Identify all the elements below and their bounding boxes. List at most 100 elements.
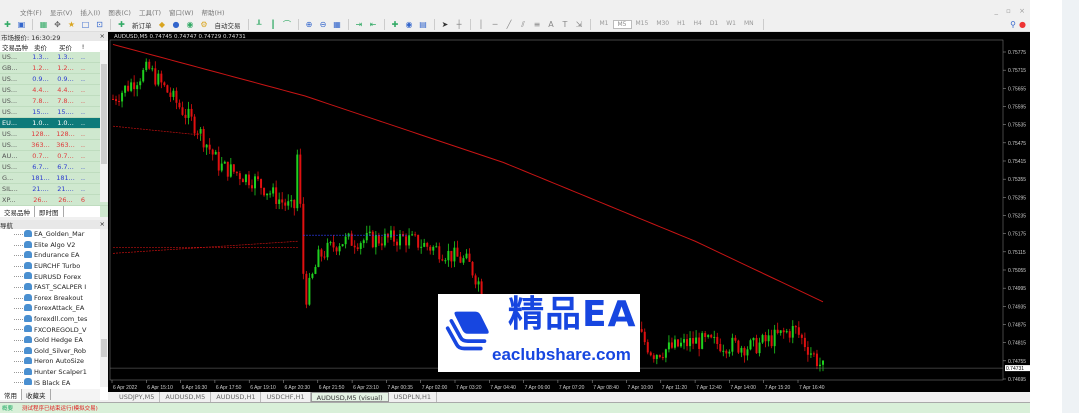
chart-tab[interactable]: USDPLN,H1 (389, 392, 438, 402)
market-watch-row[interactable]: US... 1.3... 1.3..... (0, 52, 108, 63)
menu-item[interactable]: 图表(C) (108, 9, 131, 17)
market-watch-row[interactable]: G... 181... 181..... (0, 173, 108, 184)
menu-item[interactable]: 显示(V) (49, 9, 73, 17)
timeframe-d1[interactable]: D1 (709, 20, 719, 27)
navigator-scrollbar[interactable] (100, 229, 108, 387)
tab-common[interactable]: 常用 (0, 389, 22, 400)
chart-tab[interactable]: USDCHF,H1 (261, 392, 311, 402)
close-icon[interactable]: × (99, 32, 105, 40)
tab-tick-chart[interactable]: 即时图 (35, 206, 64, 217)
market-watch-row[interactable]: GB... 1.2... 1.2..... (0, 63, 108, 74)
channel-icon[interactable]: ⫽ (521, 19, 525, 29)
zoom-in-icon[interactable]: ⊕ (305, 20, 313, 29)
zoom-out-icon[interactable]: ⊖ (319, 20, 327, 29)
chart-tab[interactable]: USDJPY,M5 (114, 392, 161, 402)
col-spread[interactable]: ! (81, 42, 85, 51)
market-watch-row[interactable]: US... 4.4... 4.4..... (0, 85, 108, 96)
user-icon[interactable]: ● (172, 20, 180, 29)
cursor-icon[interactable]: ➤ (441, 20, 449, 29)
market-watch-row[interactable]: SIL... 21.... 21...... (0, 184, 108, 195)
tile-windows-icon[interactable]: ▦ (333, 20, 341, 29)
timeframe-m1[interactable]: M1 (599, 20, 609, 27)
crosshair-icon[interactable]: ┼ (456, 20, 462, 29)
timeframe-w1[interactable]: W1 (726, 20, 736, 27)
navigator-expert-advisor[interactable]: IS Black EA (0, 377, 100, 388)
navigator-expert-advisor[interactable]: forexdll.com_tes (0, 314, 100, 325)
col-bid[interactable]: 卖价 (34, 43, 47, 52)
notification-icon[interactable]: ● (1019, 20, 1026, 29)
market-watch-row[interactable]: US... 363... 363..... (0, 140, 108, 151)
candle-chart-icon[interactable]: ┃ (270, 20, 276, 29)
menu-item[interactable]: 插入(I) (80, 9, 101, 17)
auto-trading-icon[interactable]: ⚙ (200, 20, 208, 29)
navigator-expert-advisor[interactable]: Gold Hedge EA (0, 335, 100, 346)
market-watch-icon[interactable]: ▦ (39, 20, 48, 29)
navigator-expert-advisor[interactable]: Gold_Silver_Rob (0, 346, 100, 357)
menu-item[interactable]: 文件(F) (20, 9, 42, 17)
autoscroll-icon[interactable]: ⇥ (355, 20, 363, 29)
horizontal-line-icon[interactable]: ─ (492, 20, 498, 29)
new-order-button[interactable]: 新订单 (132, 21, 152, 30)
navigator-expert-advisor[interactable]: EURCHF Turbo (0, 261, 100, 272)
timeframe-h4[interactable]: H4 (693, 20, 702, 27)
tab-favorites[interactable]: 收藏夹 (22, 389, 51, 400)
fibonacci-icon[interactable]: ≡ (533, 20, 541, 29)
market-watch-row[interactable]: XP... 26... 26... 6 (0, 195, 108, 206)
menu-item[interactable]: 帮助(H) (201, 9, 225, 17)
tab-symbols[interactable]: 交易品种 (0, 206, 35, 217)
chart-tab[interactable]: AUDUSD,H1 (211, 392, 262, 402)
timeframe-mn[interactable]: MN (744, 20, 754, 27)
navigator-icon[interactable]: ★ (67, 20, 76, 29)
navigator-expert-advisor[interactable]: FAST_SCALPER I (0, 282, 100, 293)
navigator-expert-advisor[interactable]: FXCOREGOLD_V (0, 324, 100, 335)
periods-icon[interactable]: ◉ (405, 20, 413, 29)
col-symbol[interactable]: 交易品种 (2, 43, 28, 52)
terminal-icon[interactable]: □ (81, 20, 90, 29)
menu-item[interactable]: 窗口(W) (169, 9, 194, 17)
crosshair-move-icon[interactable]: ✥ (54, 20, 61, 29)
navigator-expert-advisor[interactable]: Elite Algo V2 (0, 240, 100, 251)
line-chart-icon[interactable]: ⌒ (283, 20, 291, 29)
col-ask[interactable]: 买价 (59, 43, 72, 52)
market-watch-row[interactable]: US... 7.8... 7.8..... (0, 96, 108, 107)
market-watch-row[interactable]: US... 6.7... 6.7..... (0, 162, 108, 173)
navigator-expert-advisor[interactable]: Hunter Scalper1 (0, 367, 100, 378)
market-watch-row[interactable]: US... 15.... 15...... (0, 107, 108, 118)
new-chart-icon[interactable]: ✚ (4, 20, 11, 29)
navigator-expert-advisor[interactable]: Heron AutoSize (0, 356, 100, 367)
label-icon[interactable]: T (562, 20, 568, 29)
indicators-icon[interactable]: ✚ (391, 20, 399, 29)
terminal-label[interactable]: 概要 (2, 406, 14, 412)
search-icon[interactable]: ⚲ (1010, 20, 1017, 29)
profiles-icon[interactable]: ▣ (17, 20, 26, 29)
timeframe-m5[interactable]: M5 (612, 20, 632, 29)
bar-chart-icon[interactable]: ╨ (256, 20, 262, 29)
arrows-icon[interactable]: ⇲ (575, 20, 583, 29)
timeframe-m30[interactable]: M30 (656, 20, 670, 27)
trendline-icon[interactable]: ╱ (506, 20, 512, 29)
market-watch-row[interactable]: AU... 0.7... 0.7..... (0, 151, 108, 162)
menu-item[interactable]: 工具(T) (138, 9, 162, 17)
navigator-expert-advisor[interactable]: EA_Golden_Mar (0, 229, 100, 240)
tester-icon[interactable]: ⊡ (96, 20, 103, 29)
close-icon[interactable]: × (99, 220, 105, 228)
templates-icon[interactable]: ▤ (419, 20, 427, 29)
navigator-expert-advisor[interactable]: EURUSD Forex (0, 271, 100, 282)
market-watch-row[interactable]: EU... 1.0... 1.0..... (0, 118, 108, 129)
market-watch-scrollbar[interactable] (100, 50, 108, 202)
navigator-expert-advisor[interactable]: ForexAttack_EA (0, 303, 100, 314)
market-watch-row[interactable]: US... 128... 128..... (0, 129, 108, 140)
navigator-expert-advisor[interactable]: Forex Breakout (0, 293, 100, 304)
text-icon[interactable]: A (548, 20, 554, 29)
market-watch-row[interactable]: US... 0.9... 0.9..... (0, 74, 108, 85)
globe-icon[interactable]: ◉ (186, 20, 194, 29)
chart-tab[interactable]: AUDUSD,M5 (visual) (310, 392, 389, 402)
chart-shift-icon[interactable]: ⇤ (369, 20, 377, 29)
timeframe-h1[interactable]: H1 (677, 20, 686, 27)
auto-trading-button[interactable]: 自动交易 (214, 21, 241, 30)
chart-tab[interactable]: AUDUSD,M5 (160, 392, 212, 402)
vertical-line-icon[interactable]: │ (478, 20, 484, 29)
navigator-expert-advisor[interactable]: Endurance EA (0, 250, 100, 261)
window-controls[interactable]: _ ▫ × (994, 7, 1028, 15)
timeframe-m15[interactable]: M15 (635, 20, 649, 27)
